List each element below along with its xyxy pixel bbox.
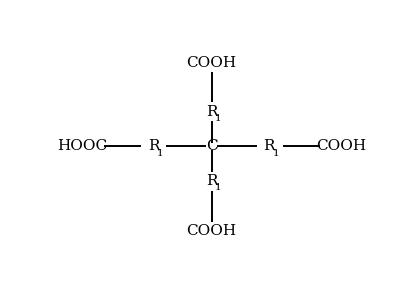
- Text: HOOC: HOOC: [57, 139, 107, 153]
- Text: 1: 1: [215, 114, 221, 123]
- Text: COOH: COOH: [187, 56, 237, 70]
- Text: 1: 1: [272, 149, 279, 158]
- Text: 1: 1: [215, 183, 221, 192]
- Text: R: R: [206, 174, 217, 188]
- Text: R: R: [263, 139, 275, 153]
- Text: COOH: COOH: [316, 139, 366, 153]
- Text: C: C: [206, 139, 218, 153]
- Text: 1: 1: [157, 149, 164, 158]
- Text: R: R: [148, 139, 160, 153]
- Text: R: R: [206, 105, 217, 119]
- Text: COOH: COOH: [187, 224, 237, 238]
